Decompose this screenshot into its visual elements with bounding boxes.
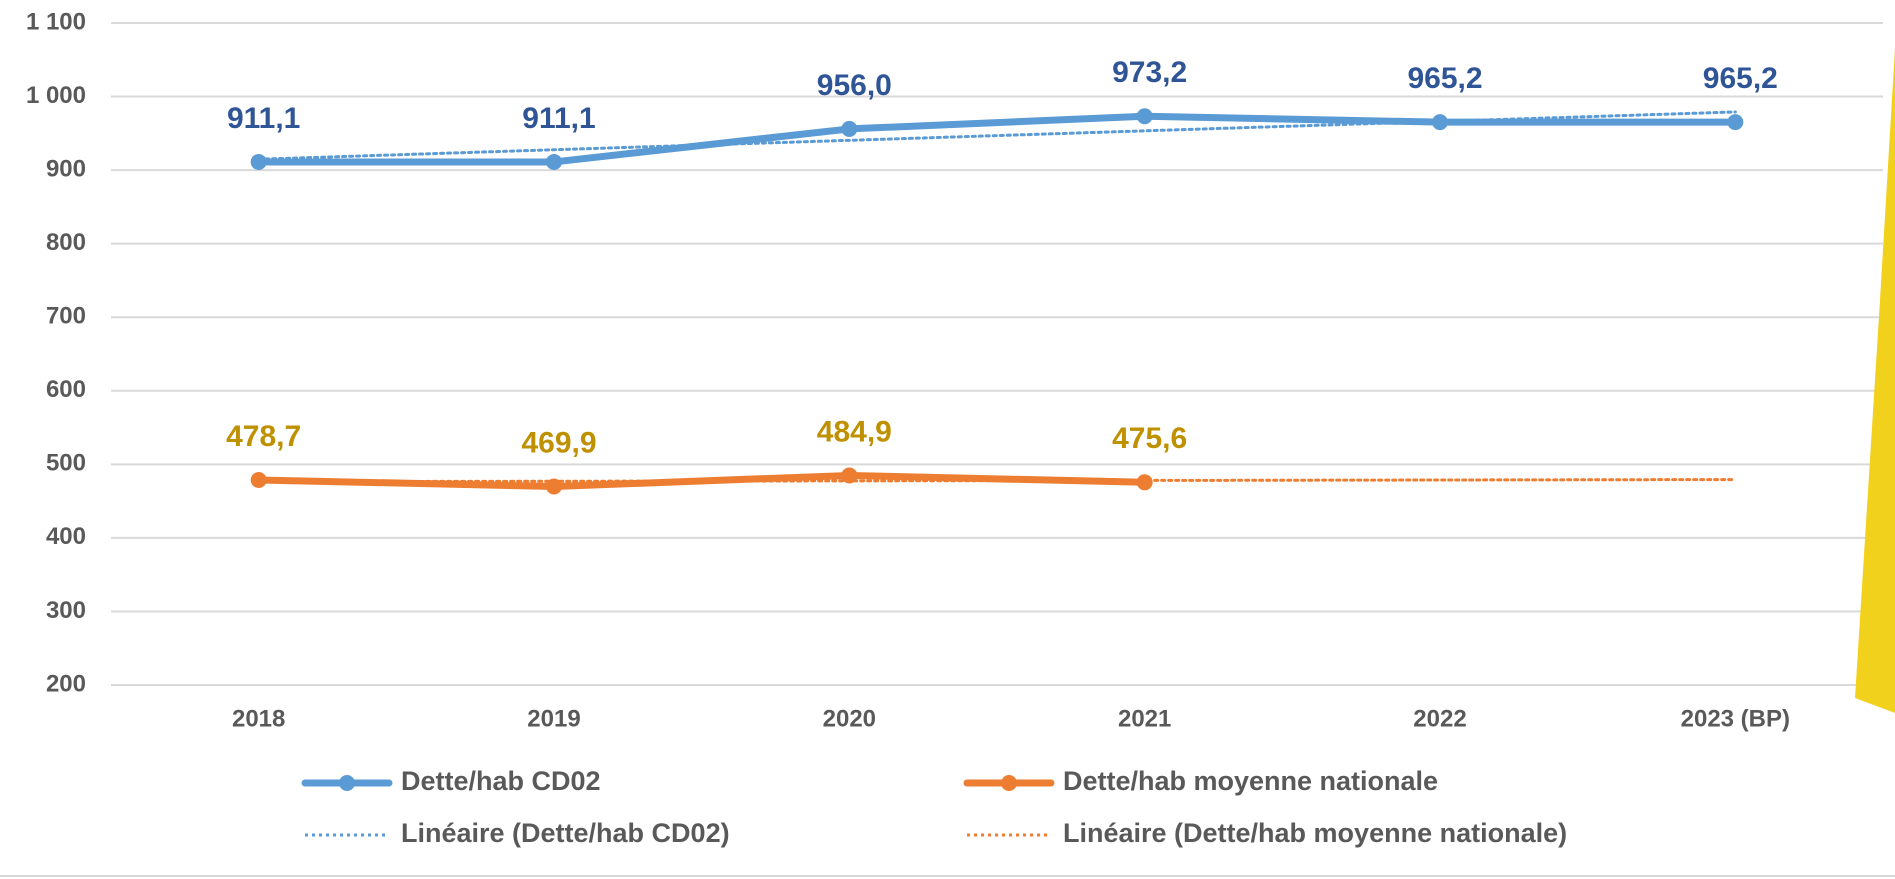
data-label: 469,9 [521, 426, 596, 459]
point [250, 472, 267, 489]
trend-line [257, 478, 1737, 484]
point [841, 120, 858, 137]
x-tick-label: 2019 [527, 705, 580, 732]
point [1727, 114, 1744, 131]
y-tick-label: 900 [46, 155, 86, 182]
data-label: 911,1 [522, 102, 595, 135]
legend-label: Dette/hab moyenne nationale [1063, 766, 1438, 796]
point [546, 153, 562, 170]
data-label: 965,2 [1407, 62, 1482, 95]
y-tick-label: 400 [46, 523, 86, 550]
data-label: 484,9 [817, 415, 892, 448]
data-label: 956,0 [817, 69, 892, 102]
legend-label: Linéaire (Dette/hab moyenne nationale) [1063, 818, 1567, 848]
x-tick-label: 2022 [1413, 705, 1466, 732]
y-tick-label: 300 [46, 597, 86, 624]
plot-area: 200 300 400 500 600 700 800 900 1 000 1 100 2018 20… [26, 8, 1883, 848]
point [546, 478, 562, 495]
legend-marker [339, 775, 355, 791]
trend-line [257, 110, 1737, 161]
y-tick-label: 200 [46, 670, 86, 697]
x-tick-label: 2018 [232, 705, 285, 732]
y-tick-label: 700 [46, 303, 86, 330]
legend-label: Linéaire (Dette/hab CD02) [401, 818, 730, 848]
data-label: 911,1 [227, 102, 300, 135]
y-tick-label: 800 [46, 229, 86, 256]
y-tick-label: 1 100 [26, 8, 86, 35]
point [1136, 474, 1153, 491]
data-label: 475,6 [1112, 422, 1187, 455]
point [1136, 108, 1153, 125]
y-tick-label: 500 [46, 450, 86, 477]
x-tick-label: 2021 [1118, 705, 1171, 732]
series-line [255, 112, 1739, 166]
point [250, 153, 267, 170]
x-tick-label: 2020 [823, 705, 876, 732]
y-tick-label: 1 000 [26, 82, 86, 109]
data-label: 478,7 [226, 420, 301, 453]
legend-label: Dette/hab CD02 [401, 766, 601, 796]
y-tick-label: 600 [46, 376, 86, 403]
legend-marker [1001, 775, 1017, 791]
data-label: 973,2 [1112, 56, 1187, 89]
decoration [1855, 48, 1895, 713]
data-label: 965,2 [1703, 62, 1778, 95]
x-tick-label: 2023 (BP) [1681, 705, 1790, 732]
